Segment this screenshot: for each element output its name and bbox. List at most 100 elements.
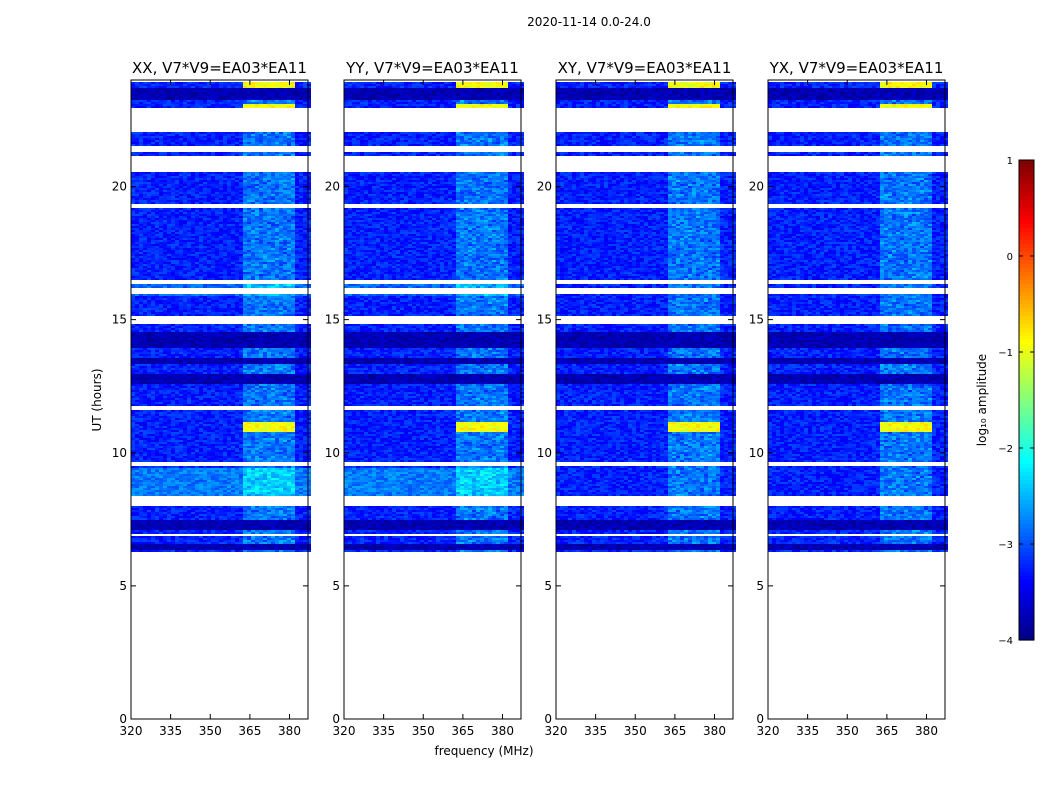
heatmap-cell xyxy=(195,212,199,214)
heatmap-cell xyxy=(191,172,195,174)
heatmap-cell xyxy=(287,228,291,230)
heatmap-cell xyxy=(275,240,279,242)
heatmap-cell xyxy=(155,118,159,120)
heatmap-cell xyxy=(207,108,211,110)
heatmap-cell xyxy=(263,184,267,186)
heatmap-cell xyxy=(255,182,259,184)
heatmap-cell xyxy=(291,152,295,154)
heatmap-cell xyxy=(303,122,307,124)
heatmap-cell xyxy=(287,194,291,196)
heatmap-cell xyxy=(147,100,151,102)
heatmap-cell xyxy=(259,280,263,282)
heatmap-cell xyxy=(239,186,243,188)
heatmap-cell xyxy=(275,98,279,100)
heatmap-cell xyxy=(283,166,287,168)
heatmap-cell xyxy=(291,228,295,230)
heatmap-cell xyxy=(143,102,147,104)
heatmap-cell xyxy=(167,104,171,106)
heatmap-cell xyxy=(147,284,151,286)
heatmap-cell xyxy=(187,164,191,166)
heatmap-cell xyxy=(135,276,139,278)
heatmap-cell xyxy=(255,236,259,238)
heatmap-cell xyxy=(243,102,247,104)
heatmap-cell xyxy=(255,162,259,164)
heatmap-cell xyxy=(271,300,275,302)
heatmap-cell xyxy=(139,88,143,90)
heatmap-cell xyxy=(203,202,207,204)
heatmap-cell xyxy=(279,294,283,296)
heatmap-cell xyxy=(191,124,195,126)
heatmap-cell xyxy=(259,242,263,244)
heatmap-cell xyxy=(179,184,183,186)
heatmap-cell xyxy=(287,220,291,222)
heatmap-cell xyxy=(227,256,231,258)
heatmap-cell xyxy=(179,168,183,170)
heatmap-cell xyxy=(251,258,255,260)
heatmap-cell xyxy=(267,218,271,220)
heatmap-cell xyxy=(259,104,263,106)
heatmap-cell xyxy=(227,182,231,184)
heatmap-cell xyxy=(207,260,211,262)
heatmap-cell xyxy=(147,138,151,140)
heatmap-cell xyxy=(295,104,299,106)
heatmap-cell xyxy=(307,170,311,172)
heatmap-cell xyxy=(175,90,179,92)
heatmap-cell xyxy=(259,240,263,242)
heatmap-cell xyxy=(279,268,283,270)
heatmap-cell xyxy=(243,144,247,146)
heatmap-cell xyxy=(307,86,311,88)
heatmap-cell xyxy=(139,280,143,282)
heatmap-cell xyxy=(163,254,167,256)
heatmap-cell xyxy=(131,94,135,96)
heatmap-cell xyxy=(215,88,219,90)
heatmap-cell xyxy=(215,162,219,164)
heatmap-cell xyxy=(287,174,291,176)
heatmap-cell xyxy=(271,256,275,258)
heatmap-cell xyxy=(171,256,175,258)
heatmap-cell xyxy=(287,92,291,94)
heatmap-cell xyxy=(227,282,231,284)
heatmap-cell xyxy=(283,280,287,282)
heatmap-cell xyxy=(179,242,183,244)
heatmap-cell xyxy=(307,112,311,114)
heatmap-cell xyxy=(259,290,263,292)
heatmap-cell xyxy=(279,110,283,112)
heatmap-cell xyxy=(299,256,303,258)
heatmap-cell xyxy=(155,206,159,208)
heatmap-cell xyxy=(199,158,203,160)
heatmap-cell xyxy=(183,264,187,266)
heatmap-cell xyxy=(171,114,175,116)
heatmap-cell xyxy=(259,274,263,276)
heatmap-cell xyxy=(291,250,295,252)
heatmap-cell xyxy=(279,202,283,204)
heatmap-cell xyxy=(143,194,147,196)
heatmap-cell xyxy=(259,162,263,164)
heatmap-cell xyxy=(171,168,175,170)
heatmap-cell xyxy=(307,206,311,208)
heatmap-cell xyxy=(291,238,295,240)
heatmap-cell xyxy=(139,230,143,232)
heatmap-cell xyxy=(295,232,299,234)
heatmap-cell xyxy=(211,288,215,290)
heatmap-cell xyxy=(307,190,311,192)
heatmap-cell xyxy=(159,290,163,292)
heatmap-cell xyxy=(279,262,283,264)
heatmap-cell xyxy=(175,184,179,186)
heatmap-cell xyxy=(159,284,163,286)
heatmap-cell xyxy=(167,236,171,238)
heatmap-cell xyxy=(171,196,175,198)
heatmap-cell xyxy=(279,104,283,106)
heatmap-cell xyxy=(279,166,283,168)
heatmap-cell xyxy=(159,286,163,288)
heatmap-cell xyxy=(275,156,279,158)
heatmap-cell xyxy=(207,300,211,302)
heatmap-cell xyxy=(271,192,275,194)
heatmap-cell xyxy=(283,134,287,136)
heatmap-cell xyxy=(255,174,259,176)
heatmap-cell xyxy=(155,264,159,266)
heatmap-cell xyxy=(271,232,275,234)
heatmap-cell xyxy=(275,290,279,292)
heatmap-cell xyxy=(299,102,303,104)
heatmap-cell xyxy=(183,166,187,168)
